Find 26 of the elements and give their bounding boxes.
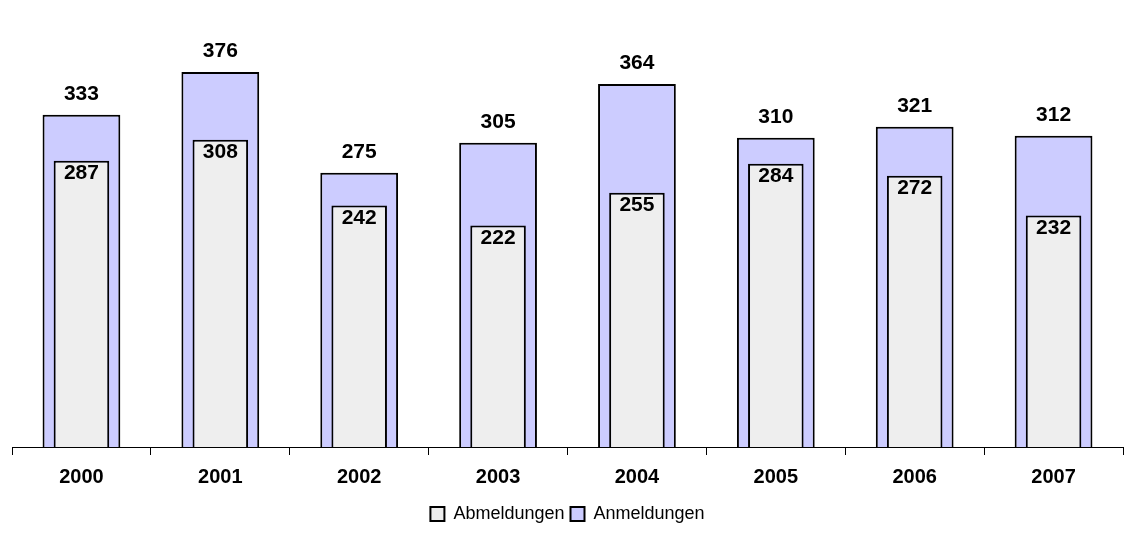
data-label: 222 (480, 224, 516, 248)
data-label: 287 (63, 160, 99, 184)
data-label: 275 (341, 138, 378, 162)
x-tick-label: 2007 (1031, 464, 1076, 487)
x-tick-label: 2005 (753, 464, 799, 487)
data-label: 321 (897, 93, 933, 117)
data-label: 310 (758, 104, 794, 128)
legend-label: Abmeldungen (453, 502, 565, 523)
data-label: 284 (758, 163, 794, 187)
x-tick-label: 2003 (475, 464, 521, 487)
data-label: 232 (1036, 214, 1072, 238)
x-tick-label: 2000 (59, 464, 104, 487)
x-tick-label: 2002 (336, 464, 382, 487)
data-label: 333 (63, 81, 99, 105)
x-tick-label: 2001 (198, 464, 243, 487)
data-label: 242 (341, 204, 377, 228)
data-label: 376 (202, 38, 238, 62)
x-tick-label: 2004 (614, 464, 661, 487)
data-label: 305 (480, 109, 516, 133)
data-label: 255 (619, 191, 655, 215)
data-label: 308 (202, 139, 239, 163)
data-label: 272 (897, 174, 933, 198)
data-label: 312 (1036, 102, 1072, 126)
x-tick-label: 2006 (892, 464, 937, 487)
legend-label: Anmeldungen (593, 502, 705, 523)
data-label: 364 (619, 50, 655, 74)
